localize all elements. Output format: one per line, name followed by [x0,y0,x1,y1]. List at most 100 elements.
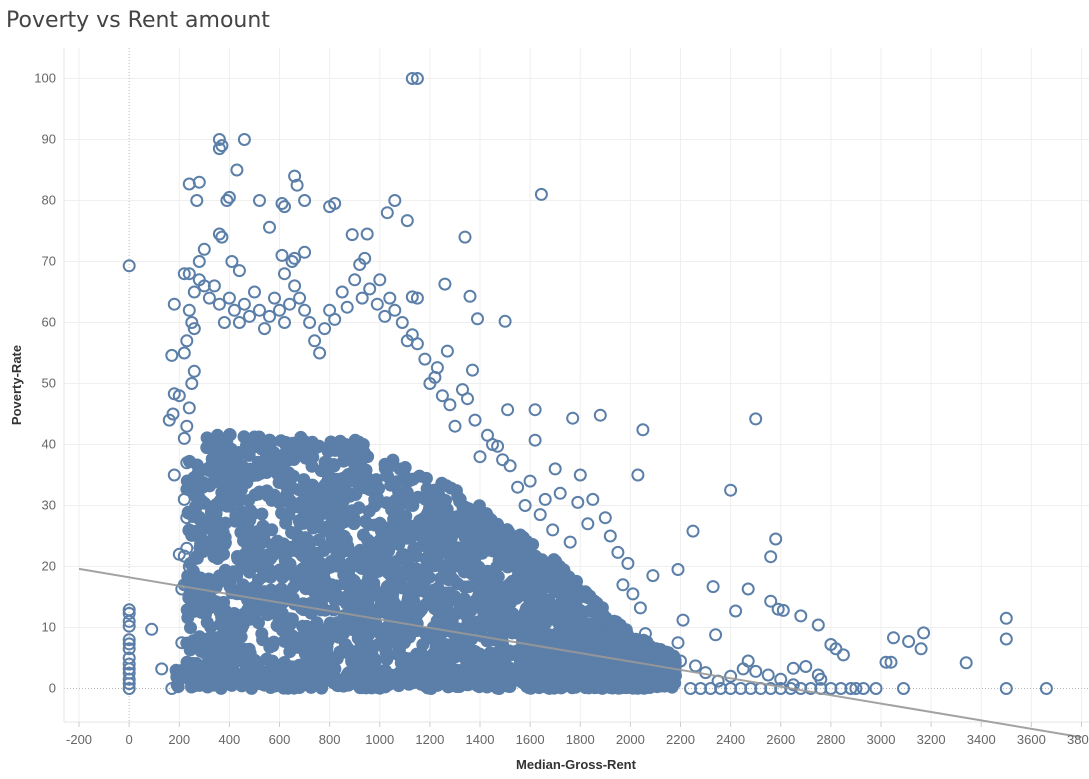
data-point-72 [573,468,587,482]
x-tick-label-10: 1800 [566,732,595,747]
data-point-127 [145,622,159,636]
data-point-157 [761,668,775,682]
data-point-18 [388,194,402,207]
data-point-258 [180,578,194,592]
dense-point [242,523,256,537]
data-point-60 [528,403,542,417]
data-point-28 [345,228,359,242]
data-point-92 [887,631,900,645]
dense-point [271,659,285,673]
dense-point [277,462,290,476]
dense-point [400,486,414,499]
data-point-24 [122,259,136,273]
data-point-226 [268,291,281,305]
data-point-35 [288,251,302,265]
dense-point [230,550,244,563]
dense-point [530,612,544,626]
y-tick-label-2: 20 [42,558,56,573]
dense-point [442,514,456,528]
data-point-177 [581,517,595,531]
dense-point [406,472,420,486]
dense-point [328,593,342,607]
dense-point [514,541,528,555]
dense-point [553,637,567,651]
dense-point [513,664,527,678]
dense-point [451,524,465,538]
dense-point [380,540,393,554]
data-point-63 [749,412,763,426]
data-point-133 [177,549,191,563]
data-point-0 [405,72,419,85]
dense-point [474,600,487,613]
grid-lines [64,48,1089,722]
data-point-79 [646,569,660,583]
dense-point [399,509,413,523]
data-point-87 [836,648,850,662]
data-point-114 [122,606,136,620]
dense-point [578,679,591,693]
y-tick-label-8: 80 [42,192,56,207]
data-point-6 [230,163,244,177]
data-point-171 [621,556,635,570]
dense-point [434,571,448,585]
data-point-218 [308,334,322,348]
data-point-169 [633,601,647,615]
dense-point [453,492,467,506]
data-point-100 [1039,682,1053,695]
data-point-153 [684,682,697,695]
dense-point [283,557,297,571]
data-point-36 [192,255,206,268]
data-point-188 [496,453,510,467]
dense-point [203,479,217,493]
data-point-4 [237,133,251,146]
dense-point [267,447,281,461]
dense-point [394,651,408,665]
dense-point [190,551,204,565]
dense-point [392,568,406,582]
data-point-43 [182,267,196,281]
dense-point [260,484,274,498]
data-point-131 [175,636,189,650]
dense-point [287,580,300,594]
dense-point [338,675,352,689]
data-point-183 [533,508,547,522]
data-point-207 [378,309,392,323]
dense-point [330,559,343,573]
dense-point [439,494,452,507]
dense-point [255,507,269,521]
dense-point [283,617,297,631]
data-point-117 [122,633,136,647]
dense-point [502,525,516,539]
dense-point [402,581,415,595]
dense-point [419,471,433,485]
dense-point [402,531,416,545]
dense-point [428,648,442,662]
dense-point [448,650,462,664]
dense-point [391,501,405,515]
dense-point [457,592,471,606]
dense-point [436,559,450,573]
dense-point [333,434,347,448]
data-point-21 [190,194,204,207]
x-tick-label-6: 1000 [365,732,394,747]
data-point-138 [844,682,858,695]
dense-point [512,627,526,641]
dense-point [406,499,420,512]
data-point-77 [764,550,778,564]
data-point-212 [340,300,354,314]
data-point-166 [654,651,667,665]
data-point-74 [724,483,738,497]
dense-point [353,681,367,695]
data-point-98 [999,632,1013,646]
data-point-14 [253,194,266,207]
x-axis-title: Median-Gross-Rent [516,757,637,772]
data-point-242 [187,285,201,299]
data-point-39 [353,258,367,271]
data-point-130 [172,672,186,686]
dense-point [224,677,238,691]
data-point-106 [786,661,800,675]
dense-point [336,545,350,559]
data-point-29 [360,227,374,241]
